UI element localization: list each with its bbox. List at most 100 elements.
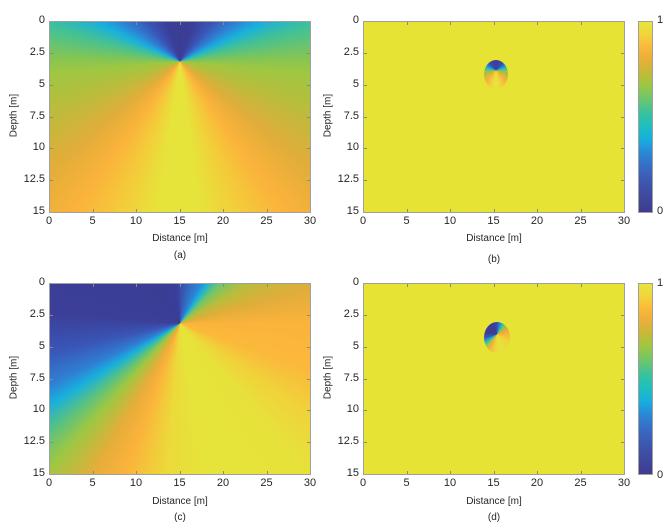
x-tick-mark [179,471,181,474]
y-tick-label: 12.5 [337,173,359,186]
y-tick-mark [307,378,310,380]
x-tick-label: 0 [359,477,367,489]
y-tick-mark [621,442,624,444]
panel-caption: (b) [487,254,501,265]
y-tick-label: 15 [346,467,359,479]
x-tick-mark [406,471,408,474]
x-tick-label: 10 [443,477,457,489]
x-tick-label: 10 [129,477,143,489]
y-tick-label: 7.5 [343,371,359,384]
x-tick-mark [92,22,94,25]
colorbar-bottom [638,283,653,475]
x-tick-mark [136,471,137,474]
colorbar-bottom-max: 1 [657,277,664,289]
x-tick-label: 25 [574,477,587,489]
y-tick-mark [307,442,310,444]
colorbar-top [638,21,653,213]
y-tick-label: 10 [346,403,359,416]
x-tick-label: 30 [303,215,317,227]
y-tick-mark [50,52,53,54]
y-tick-mark [364,52,367,54]
y-tick-mark [50,148,53,150]
y-tick-mark [50,116,53,118]
x-tick-mark [580,284,582,287]
x-tick-mark [493,209,495,212]
x-tick-mark [580,22,582,25]
y-tick-label: 5 [38,77,45,90]
x-tick-label: 20 [216,477,230,489]
x-tick-label: 30 [303,477,317,489]
x-tick-label: 0 [359,215,367,227]
panel-caption: (d) [487,512,501,523]
y-tick-label: 2.5 [29,307,45,320]
panel-caption: (a) [173,250,187,261]
y-tick-label: 5 [38,339,45,352]
y-tick-mark [364,116,367,118]
y-tick-label: 2.5 [29,45,45,58]
y-axis-label: Depth [m] [322,93,334,138]
x-tick-label: 20 [216,215,230,227]
y-tick-mark [364,442,367,444]
x-tick-mark [406,209,408,212]
x-tick-label: 10 [129,215,143,227]
colorbar-top-max: 1 [657,14,664,26]
x-tick-mark [266,471,268,474]
anomaly-ellipse-d [484,322,510,353]
x-axis-label: Distance [m] [466,233,522,244]
x-tick-label: 15 [487,477,500,489]
x-tick-mark [537,471,538,474]
x-tick-mark [179,209,181,212]
y-tick-mark [307,180,310,182]
colorbar-top-min: 0 [657,205,664,217]
x-tick-label: 0 [45,215,53,227]
y-tick-mark [50,180,53,182]
x-tick-label: 25 [574,215,587,227]
x-tick-label: 15 [173,477,186,489]
y-tick-mark [307,84,310,86]
x-tick-mark [92,209,94,212]
angular-field-a [50,22,310,212]
x-tick-mark [223,22,224,25]
x-tick-label: 5 [89,477,96,489]
y-tick-label: 15 [32,467,45,479]
x-tick-label: 15 [487,215,500,227]
y-axis-label: Depth [m] [8,355,20,400]
y-tick-label: 12.5 [23,435,45,448]
y-tick-label: 5 [352,77,359,90]
x-tick-mark [266,22,268,25]
x-tick-label: 5 [403,477,410,489]
y-tick-mark [307,314,310,316]
x-tick-mark [223,471,224,474]
x-tick-label: 5 [89,215,96,227]
x-tick-mark [493,284,495,287]
x-tick-label: 20 [530,215,544,227]
y-tick-label: 2.5 [343,307,359,320]
y-tick-label: 12.5 [337,435,359,448]
x-tick-mark [450,284,451,287]
x-tick-mark [406,284,408,287]
y-tick-mark [364,410,367,412]
x-tick-mark [179,22,181,25]
y-tick-label: 2.5 [343,45,359,58]
x-tick-mark [266,209,268,212]
y-tick-label: 0 [352,276,359,288]
y-axis-label: Depth [m] [322,355,334,400]
y-tick-mark [621,116,624,118]
x-tick-mark [450,209,451,212]
y-tick-mark [621,180,624,182]
y-tick-mark [364,84,367,86]
x-axis-label: Distance [m] [152,233,208,244]
y-tick-label: 0 [352,14,359,26]
y-tick-mark [50,84,53,86]
y-tick-mark [621,84,624,86]
y-tick-mark [621,378,624,380]
x-tick-label: 0 [45,477,53,489]
x-tick-mark [179,284,181,287]
x-tick-mark [136,284,137,287]
angular-field-c [50,284,310,474]
y-tick-mark [621,346,624,348]
y-tick-mark [364,378,367,380]
panel-caption: (c) [174,512,186,523]
x-tick-mark [136,209,137,212]
y-tick-mark [621,410,624,412]
